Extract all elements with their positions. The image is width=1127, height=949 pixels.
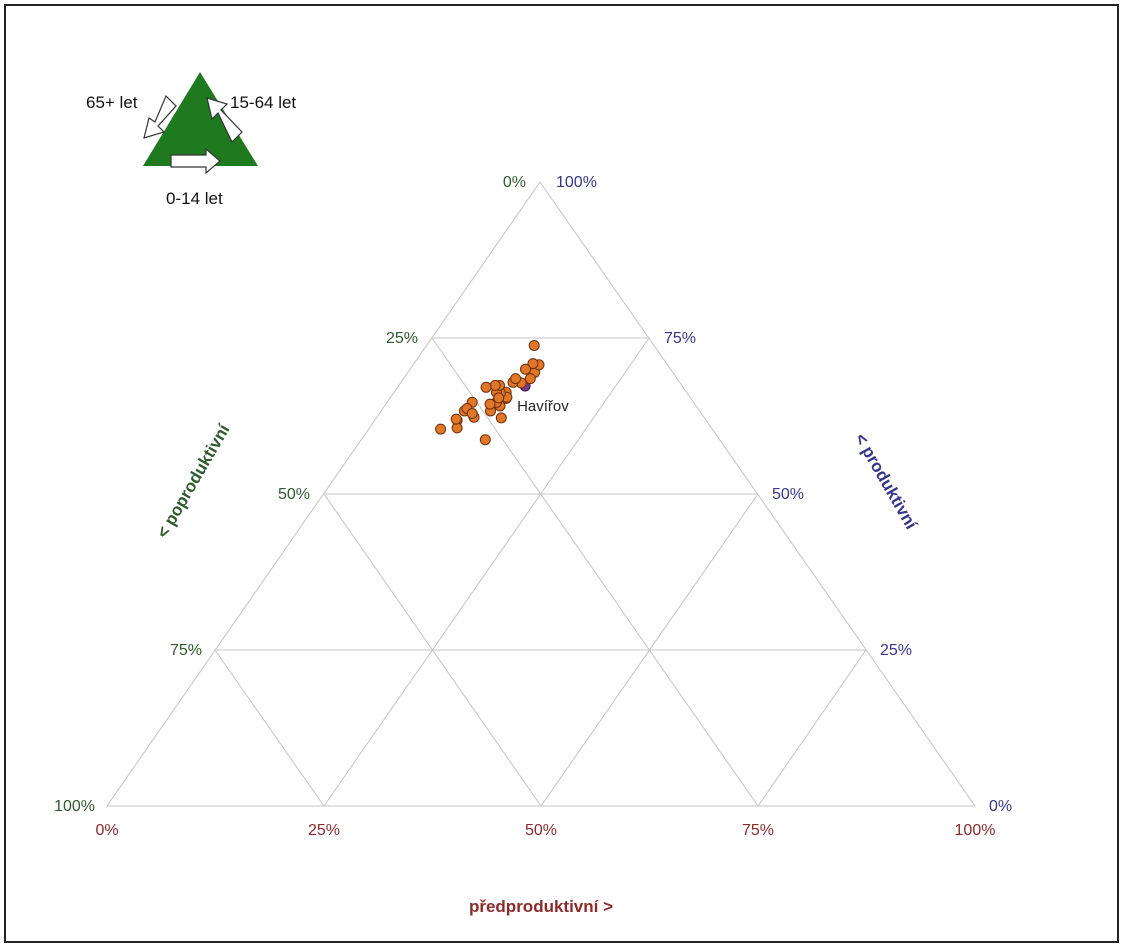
data-point: [528, 340, 540, 351]
bottom-tick-0: 0%: [95, 822, 118, 839]
left-tick-50: 50%: [278, 486, 310, 503]
bottom-axis-title: předproduktivní >: [469, 897, 613, 916]
grid-b-75: [431, 337, 759, 807]
legend-arrow-right: [206, 97, 243, 144]
data-point: [510, 373, 522, 385]
data-point: [524, 373, 536, 385]
ternary-chart: 65+ let 15-64 let 0-14 let 0% 25% 50% 75…: [54, 72, 1012, 916]
legend-label-65plus: 65+ let: [86, 93, 138, 112]
data-point: [495, 412, 507, 424]
data-point: [484, 398, 496, 410]
left-tick-25: 25%: [386, 330, 418, 347]
annotation-havirov: Havířov: [517, 398, 569, 415]
data-point: [435, 423, 447, 435]
right-tick-75: 75%: [664, 330, 696, 347]
right-tick-50: 50%: [772, 486, 804, 503]
legend-label-0-14: 0-14 let: [166, 189, 223, 208]
grid: [106, 181, 976, 807]
bottom-tick-25: 25%: [308, 822, 340, 839]
chart-frame: 65+ let 15-64 let 0-14 let 0% 25% 50% 75…: [4, 4, 1119, 943]
data-point: [466, 408, 478, 419]
data-points: [435, 340, 545, 446]
left-tick-75: 75%: [170, 642, 202, 659]
grid-b-25: [214, 649, 325, 807]
left-axis-title: < poproduktivní: [153, 420, 234, 541]
left-tick-100: 100%: [54, 798, 95, 815]
data-point: [493, 392, 505, 404]
left-axis-ticks: 0% 25% 50% 75% 100%: [54, 174, 526, 815]
data-point: [450, 413, 462, 425]
data-point: [479, 434, 491, 446]
legend: 65+ let 15-64 let 0-14 let: [86, 72, 296, 208]
bottom-tick-100: 100%: [955, 822, 996, 839]
data-point: [480, 381, 492, 393]
bottom-tick-50: 50%: [525, 822, 557, 839]
legend-triangle: [143, 72, 258, 166]
bottom-axis-ticks: 0% 25% 50% 75% 100%: [95, 822, 995, 839]
left-tick-0: 0%: [503, 174, 526, 191]
data-point: [489, 379, 501, 391]
right-axis-title: < produktivní: [851, 430, 922, 533]
legend-arrow-left: [143, 94, 177, 139]
right-tick-0: 0%: [989, 798, 1012, 815]
right-axis-ticks: 100% 75% 50% 25% 0%: [556, 174, 1012, 815]
legend-arrow-bottom: [170, 147, 221, 175]
legend-label-15-64: 15-64 let: [230, 93, 296, 112]
data-point: [520, 363, 531, 375]
right-tick-25: 25%: [880, 642, 912, 659]
grid-a-75: [757, 649, 867, 807]
grid-b-50: [323, 493, 542, 807]
grid-a-25: [323, 337, 650, 807]
data-point: [527, 358, 539, 370]
bottom-tick-75: 75%: [742, 822, 774, 839]
right-tick-100: 100%: [556, 174, 597, 191]
